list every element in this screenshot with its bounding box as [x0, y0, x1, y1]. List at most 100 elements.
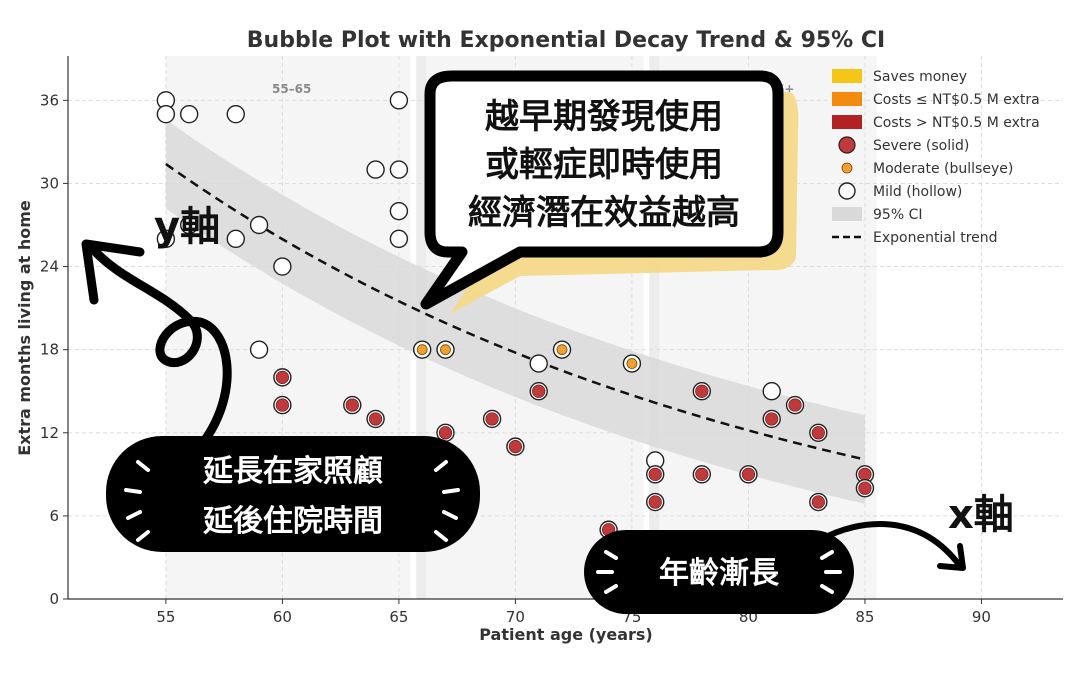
- y-tick-label: 12: [40, 424, 59, 442]
- legend-item: Costs ≤ NT$0.5 M extra: [832, 92, 1040, 108]
- severe-point-core: [532, 384, 546, 398]
- mild-point: [273, 257, 292, 276]
- mild-point: [389, 91, 409, 110]
- x-tick-label: 55: [156, 608, 175, 626]
- mild-point: [389, 229, 409, 249]
- severe-point-core: [858, 467, 872, 481]
- exponential-trend-line: [165, 163, 866, 461]
- severe-point-core: [368, 412, 383, 426]
- y-tick-label: 18: [40, 341, 59, 359]
- mild-point: [389, 201, 409, 221]
- legend-label: Mild (hollow): [873, 184, 962, 200]
- mild-point: [179, 215, 199, 235]
- mild-point: [249, 215, 269, 235]
- y-tick-label: 30: [40, 174, 59, 192]
- moderate-point-core: [416, 344, 428, 356]
- legend-label: Costs > NT$0.5 M extra: [873, 115, 1040, 131]
- severe-point-core: [788, 398, 802, 412]
- x-tick-label: 90: [972, 608, 991, 626]
- left-note-line-2: 延後住院時間: [202, 504, 383, 539]
- speech-bubble: [420, 70, 784, 310]
- severe-point: [809, 492, 828, 512]
- legend-swatch: [838, 136, 856, 154]
- x-axis-tag: x軸: [948, 492, 1014, 538]
- severe-point: [785, 395, 805, 415]
- right-note-pill: [584, 530, 854, 614]
- severe-point-core: [811, 426, 825, 440]
- legend-swatch: [838, 182, 856, 200]
- severe-point-core: [275, 370, 289, 384]
- right-note-sparks: [596, 550, 842, 594]
- x-tick-label: 70: [506, 608, 525, 626]
- severe-point: [273, 395, 292, 415]
- ci-band-area: [165, 119, 865, 504]
- severe-point-core: [858, 481, 872, 495]
- severe-point-core: [275, 398, 289, 412]
- data-points: [156, 91, 875, 539]
- moderate-point: [552, 340, 572, 359]
- mild-point: [762, 382, 781, 401]
- severe-point: [739, 465, 758, 484]
- band-label: 55–65: [272, 82, 311, 96]
- moderate-point-core: [556, 344, 568, 356]
- ci-band: [165, 119, 865, 504]
- mild-point: [529, 354, 548, 373]
- severe-point-core: [648, 467, 662, 481]
- severe-point: [855, 465, 875, 484]
- severe-point: [366, 409, 385, 429]
- y-axis-arrow: [87, 243, 232, 445]
- legend-swatch: [832, 69, 862, 83]
- legend-label: Severe (solid): [873, 138, 969, 154]
- severe-point: [855, 478, 875, 498]
- moderate-point: [622, 354, 642, 373]
- y-tick-label: 0: [49, 590, 59, 608]
- mild-point: [389, 160, 409, 179]
- speech-line-1: 越早期發現使用: [485, 97, 723, 137]
- legend-item: 95% CI: [832, 207, 922, 223]
- severe-point: [482, 409, 502, 429]
- legend-item: Costs > NT$0.5 M extra: [832, 115, 1040, 131]
- moderate-point-core: [626, 358, 638, 369]
- severe-point: [506, 437, 525, 456]
- legend-label: 95% CI: [873, 207, 922, 223]
- severe-point: [646, 465, 665, 484]
- legend-item: Moderate (bullseye): [841, 161, 1013, 177]
- chart-title: Bubble Plot with Exponential Decay Trend…: [247, 28, 885, 53]
- band-separator: [649, 56, 660, 599]
- moderate-point-core: [440, 344, 451, 356]
- y-axis-label: Extra months living at home: [15, 200, 34, 456]
- mild-point: [226, 229, 245, 249]
- y-tick-label: 6: [49, 507, 59, 525]
- mild-point: [156, 229, 176, 249]
- legend-swatch: [832, 92, 862, 106]
- severe-point: [762, 409, 781, 429]
- mild-point: [179, 104, 199, 124]
- y-tick-label: 36: [40, 91, 59, 109]
- severe-point-core: [765, 412, 779, 426]
- mild-point: [226, 104, 245, 124]
- speech-line-2: 或輕症即時使用: [485, 145, 723, 185]
- legend-swatch: [832, 115, 862, 129]
- severe-point-core: [695, 467, 709, 481]
- left-note-line-1: 延長在家照顧: [202, 454, 383, 489]
- severe-point: [646, 492, 665, 512]
- left-note-pill: [106, 436, 480, 552]
- x-tick-label: 65: [389, 608, 408, 626]
- x-tick-label: 60: [273, 608, 292, 626]
- legend-label: Moderate (bullseye): [873, 161, 1013, 177]
- severe-point: [692, 465, 712, 484]
- moderate-point: [412, 340, 432, 359]
- severe-point-core: [695, 384, 709, 398]
- mild-point: [249, 340, 269, 359]
- legend-swatch: [841, 162, 853, 174]
- y-axis-tag: y軸: [154, 204, 220, 250]
- y-tick-label: 24: [40, 258, 59, 276]
- severe-point-core: [741, 467, 756, 481]
- x-axis-arrowhead: [937, 543, 966, 571]
- severe-point-core: [648, 495, 662, 509]
- legend-item: Mild (hollow): [838, 182, 962, 200]
- left-note-sparks: [124, 460, 460, 542]
- legend-label: Saves money: [873, 69, 967, 85]
- severe-point-core: [345, 398, 359, 412]
